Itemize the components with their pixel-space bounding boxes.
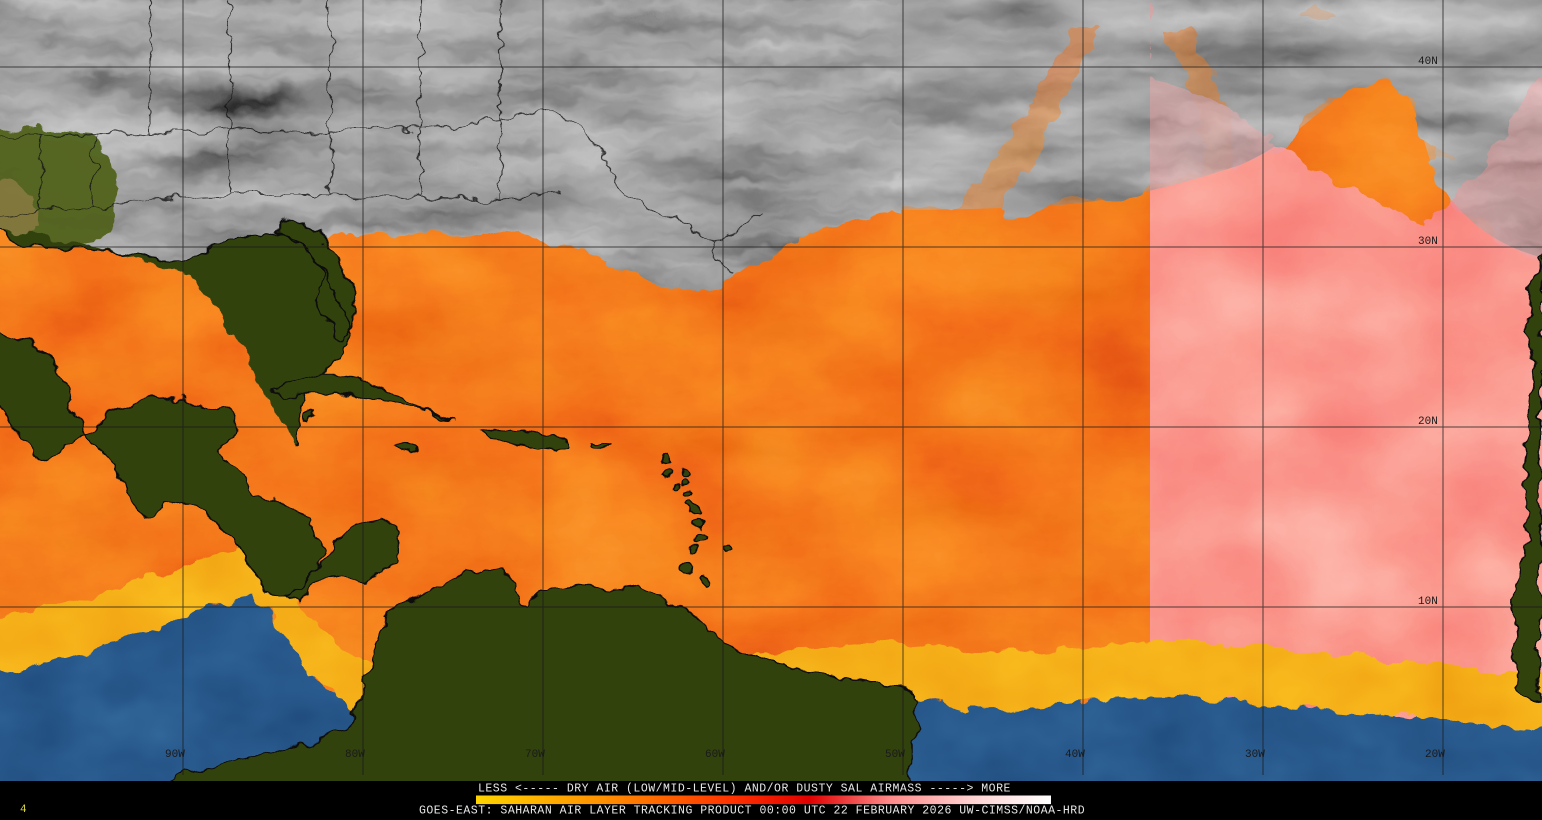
svg-text:80W: 80W — [345, 749, 365, 761]
svg-text:60W: 60W — [705, 749, 725, 761]
svg-text:40N: 40N — [1418, 56, 1438, 68]
svg-text:40W: 40W — [1065, 749, 1085, 761]
svg-text:90W: 90W — [165, 749, 185, 761]
svg-text:70W: 70W — [525, 749, 545, 761]
svg-text:10N: 10N — [1418, 596, 1438, 608]
svg-text:20N: 20N — [1418, 416, 1438, 428]
svg-text:LESS <----- DRY AIR (LOW/MID-L: LESS <----- DRY AIR (LOW/MID-LEVEL) AND/… — [478, 783, 1011, 796]
svg-text:4: 4 — [20, 804, 27, 816]
svg-text:30W: 30W — [1245, 749, 1265, 761]
svg-text:GOES-EAST: SAHARAN AIR LAYER T: GOES-EAST: SAHARAN AIR LAYER TRACKING PR… — [419, 805, 1085, 818]
svg-text:20W: 20W — [1425, 749, 1445, 761]
svg-text:50W: 50W — [885, 749, 905, 761]
svg-text:30N: 30N — [1418, 236, 1438, 248]
